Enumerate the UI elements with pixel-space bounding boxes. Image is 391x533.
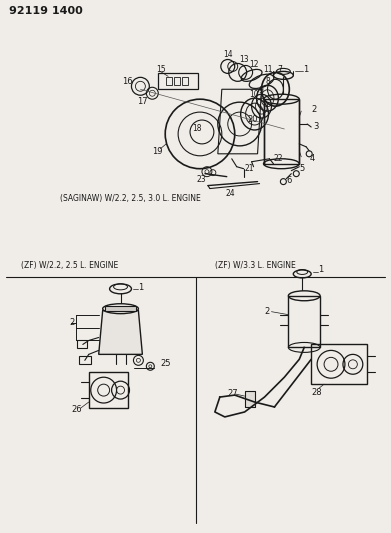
- Text: 18: 18: [192, 125, 201, 133]
- Text: 23: 23: [197, 175, 206, 184]
- Text: 2: 2: [69, 318, 74, 327]
- Bar: [288, 296, 320, 348]
- Text: 19: 19: [152, 147, 163, 156]
- Bar: [182, 77, 188, 85]
- Bar: [166, 77, 172, 85]
- Text: 4: 4: [309, 154, 314, 163]
- Text: 8: 8: [265, 77, 270, 86]
- Text: 1: 1: [138, 284, 143, 292]
- Text: (ZF) W/3.3 L. ENGINE: (ZF) W/3.3 L. ENGINE: [215, 261, 296, 270]
- Text: 13: 13: [240, 55, 249, 64]
- Text: 5: 5: [299, 164, 305, 173]
- Bar: [264, 99, 299, 164]
- Text: 3: 3: [313, 123, 319, 132]
- Text: 28: 28: [311, 387, 322, 397]
- Text: 10: 10: [249, 90, 259, 99]
- Text: 21: 21: [245, 164, 254, 173]
- Text: 25: 25: [160, 359, 171, 368]
- Text: 92119 1400: 92119 1400: [9, 6, 83, 16]
- Bar: [311, 344, 367, 384]
- Bar: [158, 74, 198, 89]
- Text: 20: 20: [248, 115, 258, 124]
- Text: 15: 15: [156, 65, 166, 74]
- Text: 9: 9: [258, 86, 264, 95]
- Text: 26: 26: [71, 406, 81, 415]
- Text: 27: 27: [228, 389, 239, 398]
- Bar: [89, 372, 129, 408]
- Text: 2: 2: [311, 104, 316, 114]
- Text: 2: 2: [264, 307, 270, 316]
- Text: 1: 1: [303, 65, 308, 74]
- Bar: [79, 357, 91, 364]
- Polygon shape: [99, 311, 142, 354]
- Text: 14: 14: [223, 50, 232, 59]
- Text: (ZF) W/2.2, 2.5 L. ENGINE: (ZF) W/2.2, 2.5 L. ENGINE: [21, 261, 118, 270]
- Bar: [77, 341, 87, 349]
- Text: 6: 6: [286, 176, 292, 185]
- Bar: [174, 77, 180, 85]
- Text: 16: 16: [122, 77, 133, 86]
- Text: 12: 12: [249, 60, 259, 69]
- Text: 17: 17: [137, 96, 148, 106]
- Text: 22: 22: [273, 154, 283, 163]
- Bar: [105, 306, 136, 311]
- Text: 7: 7: [277, 65, 282, 74]
- Text: 1: 1: [318, 265, 323, 274]
- Text: 24: 24: [226, 189, 235, 198]
- Text: 11: 11: [264, 65, 273, 74]
- Bar: [245, 391, 255, 407]
- Text: (SAGINAW) W/2.2, 2.5, 3.0 L. ENGINE: (SAGINAW) W/2.2, 2.5, 3.0 L. ENGINE: [60, 194, 201, 203]
